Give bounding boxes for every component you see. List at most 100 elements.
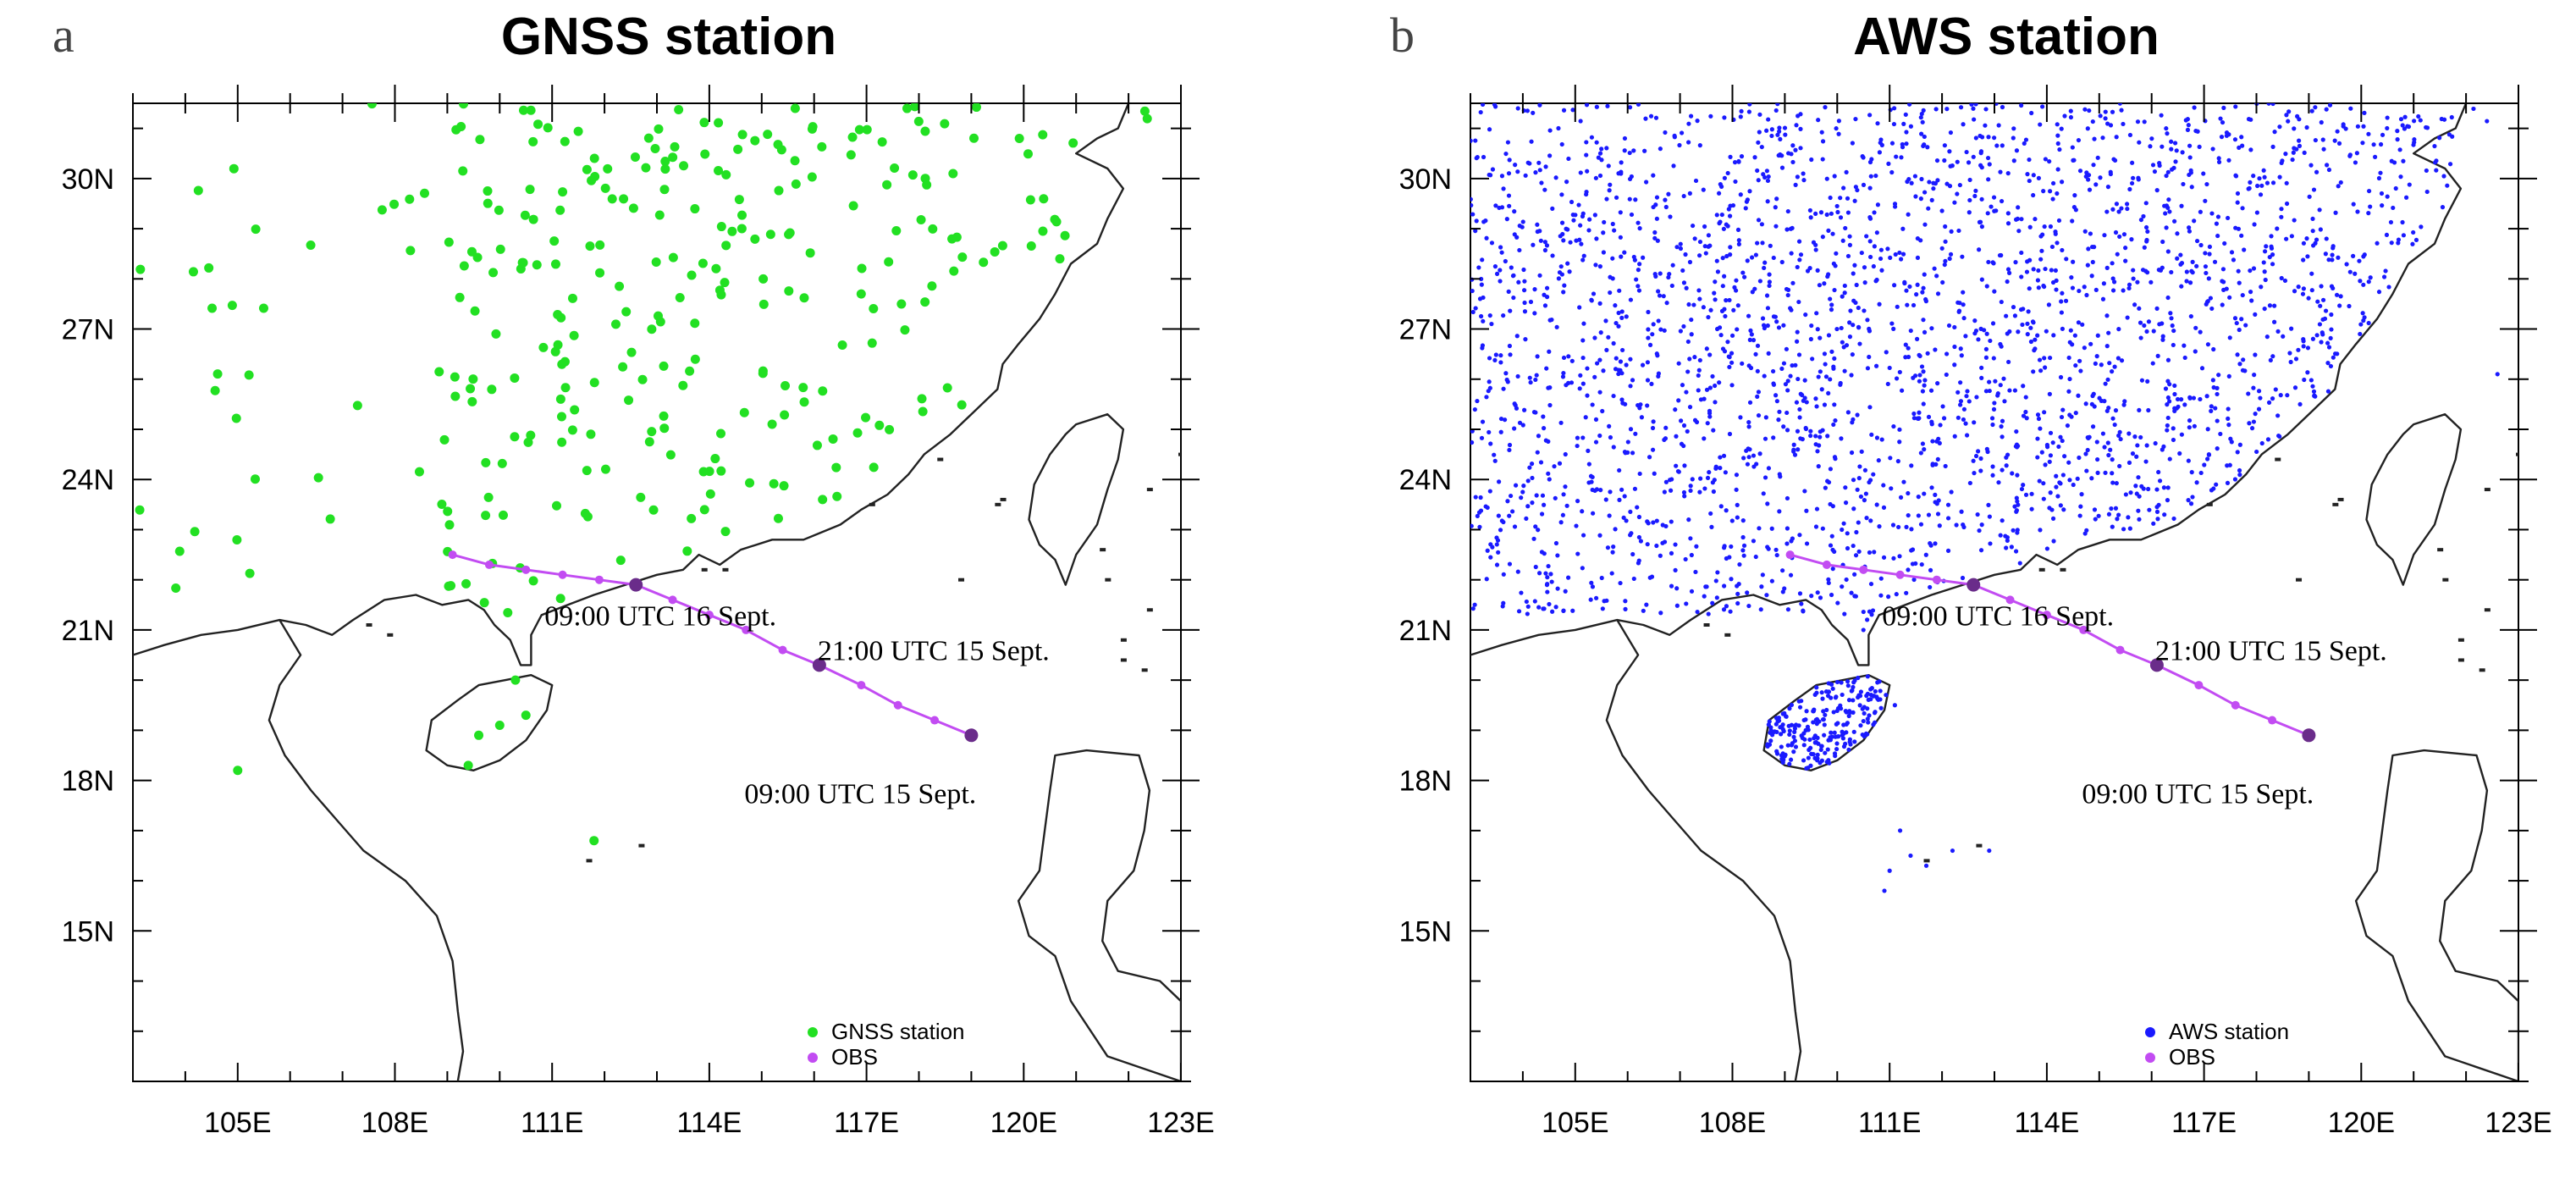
- aws-station-marker: [1640, 362, 1646, 368]
- aws-station-marker: [1520, 489, 1525, 495]
- aws-station-marker: [1771, 435, 1776, 440]
- aws-station-marker: [1488, 441, 1493, 446]
- aws-station-marker: [2102, 445, 2107, 450]
- aws-station-marker: [2111, 157, 2116, 162]
- aws-station-marker: [1809, 323, 1814, 329]
- aws-station-marker: [1829, 730, 1834, 735]
- aws-station-marker: [1697, 143, 1702, 148]
- aws-station-marker: [2055, 141, 2060, 146]
- aws-station-marker: [1522, 300, 1527, 306]
- y-tick-label: 18N: [1399, 766, 1452, 798]
- gnss-station-marker: [714, 118, 724, 128]
- aws-station-marker: [1598, 488, 1603, 493]
- aws-station-marker: [1718, 184, 1724, 189]
- aws-station-marker: [1851, 684, 1856, 690]
- aws-station-marker: [2323, 252, 2328, 257]
- aws-station-marker: [2076, 137, 2082, 143]
- aws-station-marker: [2043, 462, 2048, 467]
- aws-station-marker: [2044, 442, 2049, 448]
- aws-station-marker: [2320, 297, 2326, 302]
- legend-station-label: GNSS station: [831, 1019, 965, 1044]
- aws-station-marker: [1523, 173, 1528, 178]
- aws-station-marker: [1636, 514, 1642, 520]
- aws-station-marker: [1509, 509, 1515, 514]
- gnss-station-marker: [624, 395, 634, 406]
- aws-station-marker: [1830, 504, 1835, 509]
- aws-station-marker: [2129, 237, 2134, 242]
- aws-station-marker: [1693, 178, 1699, 184]
- aws-station-marker: [1620, 401, 1625, 406]
- aws-station-marker: [1785, 208, 1790, 214]
- aws-station-marker: [1760, 572, 1765, 578]
- aws-station-marker: [1787, 728, 1792, 733]
- aws-station-marker: [1996, 123, 2001, 128]
- aws-station-marker: [2136, 508, 2141, 513]
- gnss-station-marker: [405, 246, 416, 256]
- aws-station-marker: [2154, 306, 2160, 311]
- aws-station-marker: [2366, 279, 2371, 285]
- gnss-station-marker: [510, 373, 520, 383]
- aws-station-marker: [1828, 467, 1834, 472]
- aws-station-marker: [1842, 290, 1847, 296]
- aws-station-marker: [2035, 436, 2040, 441]
- aws-station-marker: [2047, 158, 2052, 164]
- aws-station-marker: [1658, 146, 1663, 152]
- gnss-station-marker: [405, 194, 415, 204]
- aws-station-marker: [1762, 260, 1768, 265]
- aws-station-marker: [2157, 478, 2163, 484]
- aws-station-marker: [2106, 330, 2111, 335]
- aws-station-marker: [2110, 369, 2115, 374]
- aws-station-marker: [2003, 533, 2008, 539]
- gnss-station-marker: [928, 224, 938, 234]
- aws-station-marker: [2261, 168, 2266, 173]
- aws-station-marker: [1732, 285, 1737, 290]
- aws-station-marker: [2048, 490, 2053, 495]
- aws-station-marker: [2035, 333, 2040, 338]
- aws-station-marker: [1697, 357, 1702, 363]
- aws-station-marker: [1814, 311, 1819, 316]
- aws-station-marker: [1608, 489, 1613, 495]
- gnss-station-marker: [641, 163, 651, 173]
- gnss-station-marker: [444, 237, 454, 247]
- aws-station-marker: [1724, 222, 1729, 227]
- aws-station-marker: [1849, 590, 1854, 595]
- gnss-station-marker: [543, 123, 553, 133]
- aws-station-marker: [1871, 722, 1876, 727]
- aws-station-marker: [1470, 309, 1476, 315]
- aws-station-marker: [2015, 499, 2020, 504]
- aws-station-marker: [1776, 417, 1781, 423]
- aws-station-marker: [1922, 378, 1928, 383]
- aws-station-marker: [1824, 212, 1829, 218]
- aws-station-marker: [2064, 257, 2069, 262]
- aws-station-marker: [2128, 490, 2133, 495]
- aws-station-marker: [2013, 549, 2019, 554]
- aws-station-marker: [1651, 173, 1656, 178]
- aws-station-marker: [1507, 203, 1512, 208]
- aws-station-marker: [1872, 210, 1877, 215]
- aws-station-marker: [1707, 414, 1713, 419]
- aws-station-marker: [2275, 226, 2280, 231]
- aws-station-marker: [1847, 234, 1852, 239]
- obs-track-point: [2042, 611, 2051, 620]
- aws-station-marker: [1580, 355, 1586, 361]
- aws-station-marker: [2281, 334, 2286, 339]
- aws-station-marker: [1503, 151, 1509, 157]
- aws-station-marker: [1654, 543, 1659, 549]
- gnss-station-marker: [940, 119, 950, 129]
- aws-station-marker: [1751, 453, 1757, 458]
- aws-station-marker: [1516, 279, 1521, 285]
- aws-station-marker: [2160, 239, 2165, 245]
- aws-station-marker: [2062, 113, 2067, 119]
- aws-station-marker: [2005, 171, 2011, 176]
- aws-station-marker: [1547, 402, 1553, 408]
- gnss-station-marker: [957, 400, 967, 410]
- aws-station-marker: [2048, 430, 2054, 435]
- aws-station-marker: [1611, 545, 1616, 550]
- aws-station-marker: [2136, 177, 2141, 182]
- aws-station-marker: [1683, 556, 1688, 562]
- aws-station-marker: [1959, 509, 1964, 514]
- aws-station-marker: [1589, 297, 1594, 302]
- aws-station-marker: [2137, 407, 2142, 412]
- aws-station-marker: [2040, 104, 2045, 109]
- aws-station-marker: [2043, 157, 2048, 162]
